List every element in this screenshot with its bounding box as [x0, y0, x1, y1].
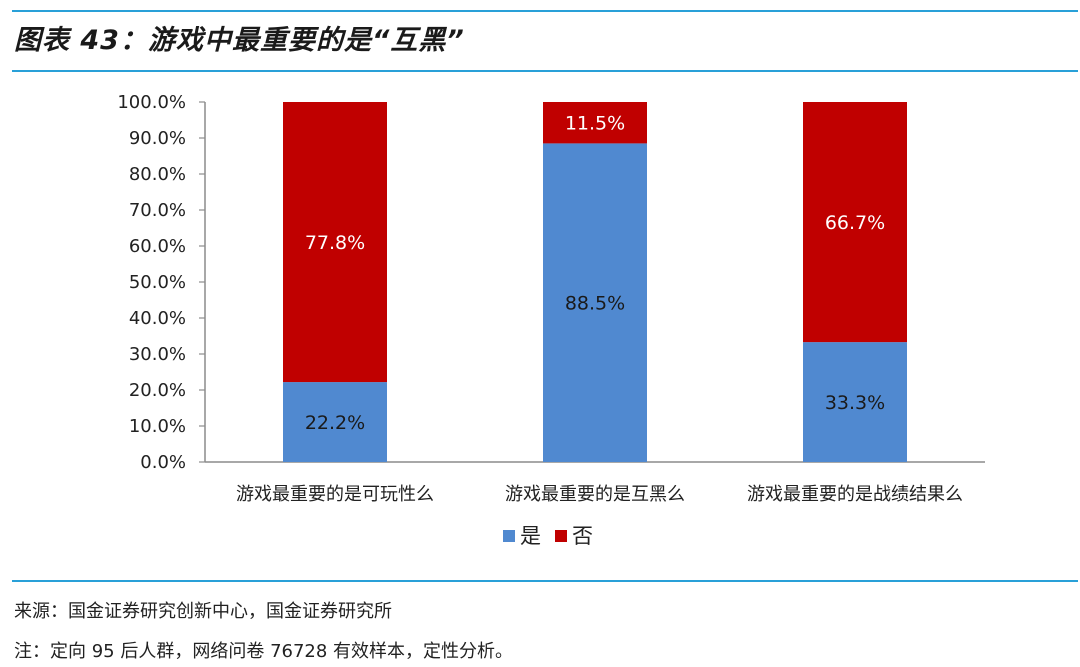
- y-tick-label: 30.0%: [129, 344, 186, 365]
- legend-label: 否: [572, 524, 593, 548]
- legend-swatch: [503, 530, 515, 542]
- bar-segment: [283, 382, 387, 462]
- data-label: 22.2%: [305, 412, 365, 434]
- y-tick-label: 0.0%: [140, 452, 186, 473]
- bar-segment: [803, 102, 907, 343]
- bar-segment: [283, 102, 387, 383]
- bar-segment: [803, 342, 907, 462]
- bar-segment: [543, 143, 647, 462]
- data-label: 66.7%: [825, 212, 885, 234]
- y-tick-label: 20.0%: [129, 380, 186, 401]
- source-note: 来源：国金证券研究创新中心，国金证券研究所: [14, 601, 392, 622]
- data-label: 33.3%: [825, 392, 885, 414]
- y-tick-label: 50.0%: [129, 272, 186, 293]
- x-category-label: 游戏最重要的是互黑么: [505, 484, 685, 505]
- stacked-bar-chart: 0.0% 10.0% 20.0% 30.0% 40.0% 50.0% 60.0% 70.0% 8…: [117, 92, 985, 548]
- y-tick-label: 40.0%: [129, 308, 186, 329]
- sample-note: 注：定向 95 后人群，网络问卷 76728 有效样本，定性分析。: [14, 641, 514, 662]
- bar-segment: [543, 102, 647, 144]
- legend-swatch: [555, 530, 567, 542]
- title-rule: [12, 70, 1078, 72]
- data-label: 11.5%: [565, 113, 625, 135]
- y-tick-label: 60.0%: [129, 236, 186, 257]
- y-tick-label: 100.0%: [117, 92, 186, 113]
- x-category-label: 游戏最重要的是可玩性么: [236, 484, 434, 505]
- x-category-label: 游戏最重要的是战绩结果么: [747, 484, 963, 505]
- data-label: 88.5%: [565, 293, 625, 315]
- footer-rule: [12, 580, 1078, 582]
- y-tick-label: 80.0%: [129, 164, 186, 185]
- legend-label: 是: [520, 524, 541, 548]
- top-rule: [12, 10, 1078, 12]
- y-tick-label: 70.0%: [129, 200, 186, 221]
- chart-title: 图表 43：游戏中最重要的是“互黑”: [14, 25, 465, 56]
- y-tick-label: 10.0%: [129, 416, 186, 437]
- y-tick-label: 90.0%: [129, 128, 186, 149]
- data-label: 77.8%: [305, 232, 365, 254]
